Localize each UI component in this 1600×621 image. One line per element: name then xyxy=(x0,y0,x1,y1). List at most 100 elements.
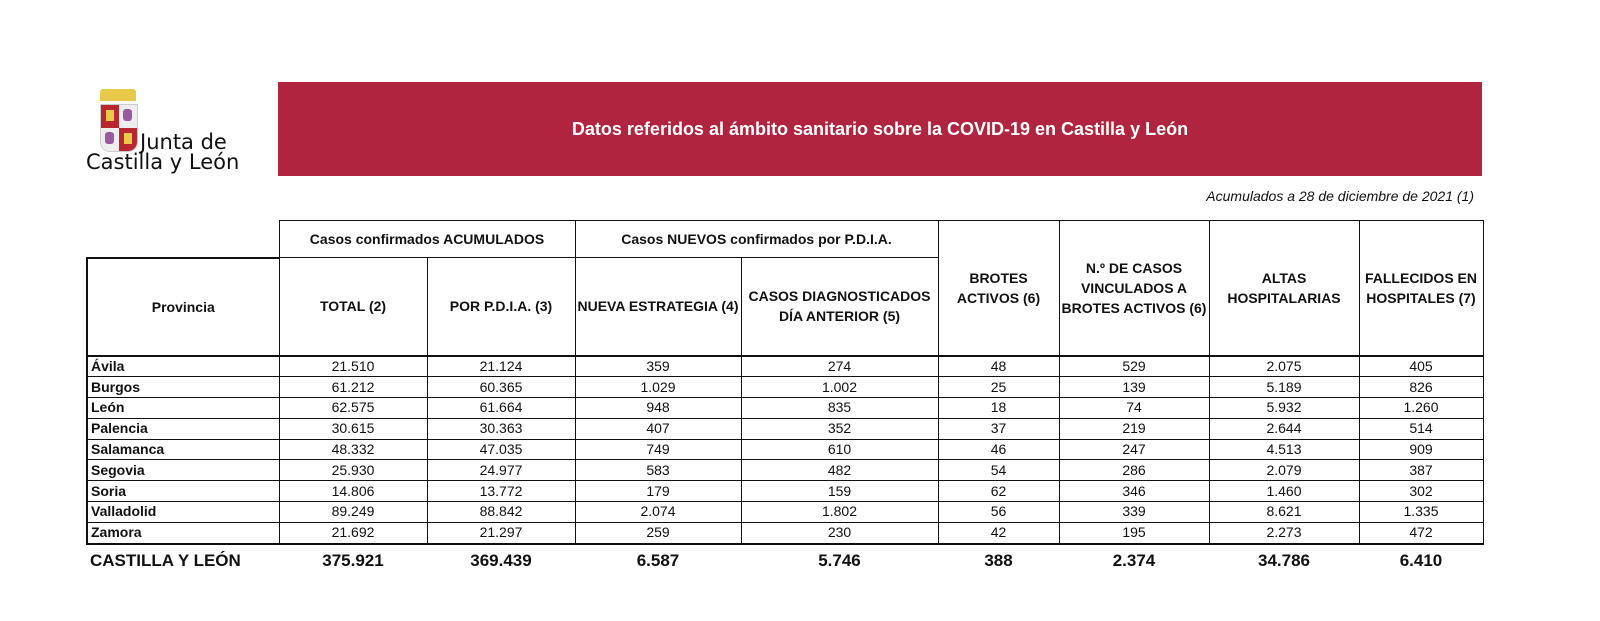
coat-of-arms-icon xyxy=(100,104,138,152)
value-cell: 8.621 xyxy=(1208,501,1360,523)
value-cell: 514 xyxy=(1358,417,1484,440)
value-cell: 18 xyxy=(937,397,1060,419)
total-row: CASTILLA Y LEÓN 375.921 369.439 6.587 5.746 3… xyxy=(87,542,1483,577)
value-cell: 5.189 xyxy=(1208,376,1360,399)
value-cell: 274 xyxy=(740,354,939,378)
value-cell: 88.842 xyxy=(426,501,576,523)
value-cell: 610 xyxy=(740,438,939,461)
col-header: POR P.D.I.A. (3) xyxy=(426,257,576,356)
value-cell: 352 xyxy=(740,417,939,440)
logo-text-line2: Castilla y León xyxy=(86,150,240,174)
group-header-acumulados: Casos confirmados ACUMULADOS xyxy=(278,220,576,258)
value-cell: 1.460 xyxy=(1208,480,1360,503)
value-cell: 21.297 xyxy=(426,521,576,545)
value-cell: 302 xyxy=(1358,480,1484,503)
total-value: 6.587 xyxy=(575,542,741,577)
value-cell: 25.930 xyxy=(278,459,428,482)
value-cell: 60.365 xyxy=(426,376,576,399)
total-value: 2.374 xyxy=(1059,542,1209,577)
value-cell: 54 xyxy=(937,459,1060,482)
value-cell: 47.035 xyxy=(426,438,576,461)
value-cell: 195 xyxy=(1058,521,1210,545)
value-cell: 21.692 xyxy=(278,521,428,545)
province-cell: Zamora xyxy=(86,521,280,545)
value-cell: 219 xyxy=(1058,417,1210,440)
value-cell: 1.335 xyxy=(1358,501,1484,523)
value-cell: 74 xyxy=(1058,397,1210,419)
value-cell: 46 xyxy=(937,438,1060,461)
value-cell: 37 xyxy=(937,417,1060,440)
table-row: Segovia 25.930 24.977 583 482 54 286 2.079 387 xyxy=(86,459,1484,482)
value-cell: 826 xyxy=(1358,376,1484,399)
total-value: 388 xyxy=(938,542,1059,577)
value-cell: 405 xyxy=(1358,354,1484,378)
value-cell: 230 xyxy=(740,521,939,545)
value-cell: 1.802 xyxy=(740,501,939,523)
value-cell: 139 xyxy=(1058,376,1210,399)
value-cell: 61.212 xyxy=(278,376,428,399)
province-cell: Valladolid xyxy=(86,501,280,523)
value-cell: 583 xyxy=(574,459,742,482)
total-label: CASTILLA Y LEÓN xyxy=(87,542,279,577)
value-cell: 56 xyxy=(937,501,1060,523)
page-title: Datos referidos al ámbito sanitario sobr… xyxy=(278,82,1482,176)
value-cell: 30.615 xyxy=(278,417,428,440)
value-cell: 62 xyxy=(937,480,1060,503)
table-row: Valladolid 89.249 88.842 2.074 1.802 56 339 8.6… xyxy=(86,501,1484,523)
junta-logo: Junta de Castilla y León xyxy=(86,86,276,176)
value-cell: 2.644 xyxy=(1208,417,1360,440)
province-cell: Burgos xyxy=(86,376,280,399)
col-header: TOTAL (2) xyxy=(278,257,428,356)
value-cell: 247 xyxy=(1058,438,1210,461)
value-cell: 62.575 xyxy=(278,397,428,419)
covid-data-table: Casos confirmados ACUMULADOS Casos NUEVO… xyxy=(86,220,1484,577)
value-cell: 359 xyxy=(574,354,742,378)
value-cell: 1.002 xyxy=(740,376,939,399)
total-value: 369.439 xyxy=(427,542,575,577)
logo-text-line1: Junta de xyxy=(140,130,227,154)
value-cell: 407 xyxy=(574,417,742,440)
col-header: ALTAS HOSPITALARIAS xyxy=(1208,220,1360,356)
value-cell: 286 xyxy=(1058,459,1210,482)
value-cell: 21.510 xyxy=(278,354,428,378)
col-header: Provincia xyxy=(86,257,280,356)
date-subtitle: Acumulados a 28 de diciembre de 2021 (1) xyxy=(1206,188,1474,204)
value-cell: 835 xyxy=(740,397,939,419)
value-cell: 339 xyxy=(1058,501,1210,523)
province-cell: León xyxy=(86,397,280,419)
col-header: BROTES ACTIVOS (6) xyxy=(937,220,1060,356)
value-cell: 61.664 xyxy=(426,397,576,419)
crown-icon xyxy=(100,89,136,101)
value-cell: 14.806 xyxy=(278,480,428,503)
value-cell: 48 xyxy=(937,354,1060,378)
table-row: León 62.575 61.664 948 835 18 74 5.932 1.260 xyxy=(86,397,1484,419)
province-cell: Ávila xyxy=(86,354,280,378)
value-cell: 482 xyxy=(740,459,939,482)
value-cell: 89.249 xyxy=(278,501,428,523)
province-cell: Salamanca xyxy=(86,438,280,461)
value-cell: 179 xyxy=(574,480,742,503)
value-cell: 13.772 xyxy=(426,480,576,503)
value-cell: 2.074 xyxy=(574,501,742,523)
value-cell: 2.075 xyxy=(1208,354,1360,378)
value-cell: 30.363 xyxy=(426,417,576,440)
value-cell: 1.260 xyxy=(1358,397,1484,419)
total-value: 375.921 xyxy=(279,542,427,577)
value-cell: 1.029 xyxy=(574,376,742,399)
province-cell: Palencia xyxy=(86,417,280,440)
value-cell: 159 xyxy=(740,480,939,503)
province-cell: Segovia xyxy=(86,459,280,482)
value-cell: 2.079 xyxy=(1208,459,1360,482)
value-cell: 21.124 xyxy=(426,354,576,378)
value-cell: 472 xyxy=(1358,521,1484,545)
col-header: N.º DE CASOS VINCULADOS A BROTES ACTIVOS… xyxy=(1058,220,1210,356)
value-cell: 948 xyxy=(574,397,742,419)
table-row: Zamora 21.692 21.297 259 230 42 195 2.273 472 xyxy=(86,521,1484,545)
value-cell: 24.977 xyxy=(426,459,576,482)
value-cell: 4.513 xyxy=(1208,438,1360,461)
value-cell: 259 xyxy=(574,521,742,545)
total-value: 6.410 xyxy=(1359,542,1483,577)
table-row: Burgos 61.212 60.365 1.029 1.002 25 139 5.189 82… xyxy=(86,376,1484,399)
col-header: CASOS DIAGNOSTICADOS DÍA ANTERIOR (5) xyxy=(740,257,939,356)
value-cell: 749 xyxy=(574,438,742,461)
